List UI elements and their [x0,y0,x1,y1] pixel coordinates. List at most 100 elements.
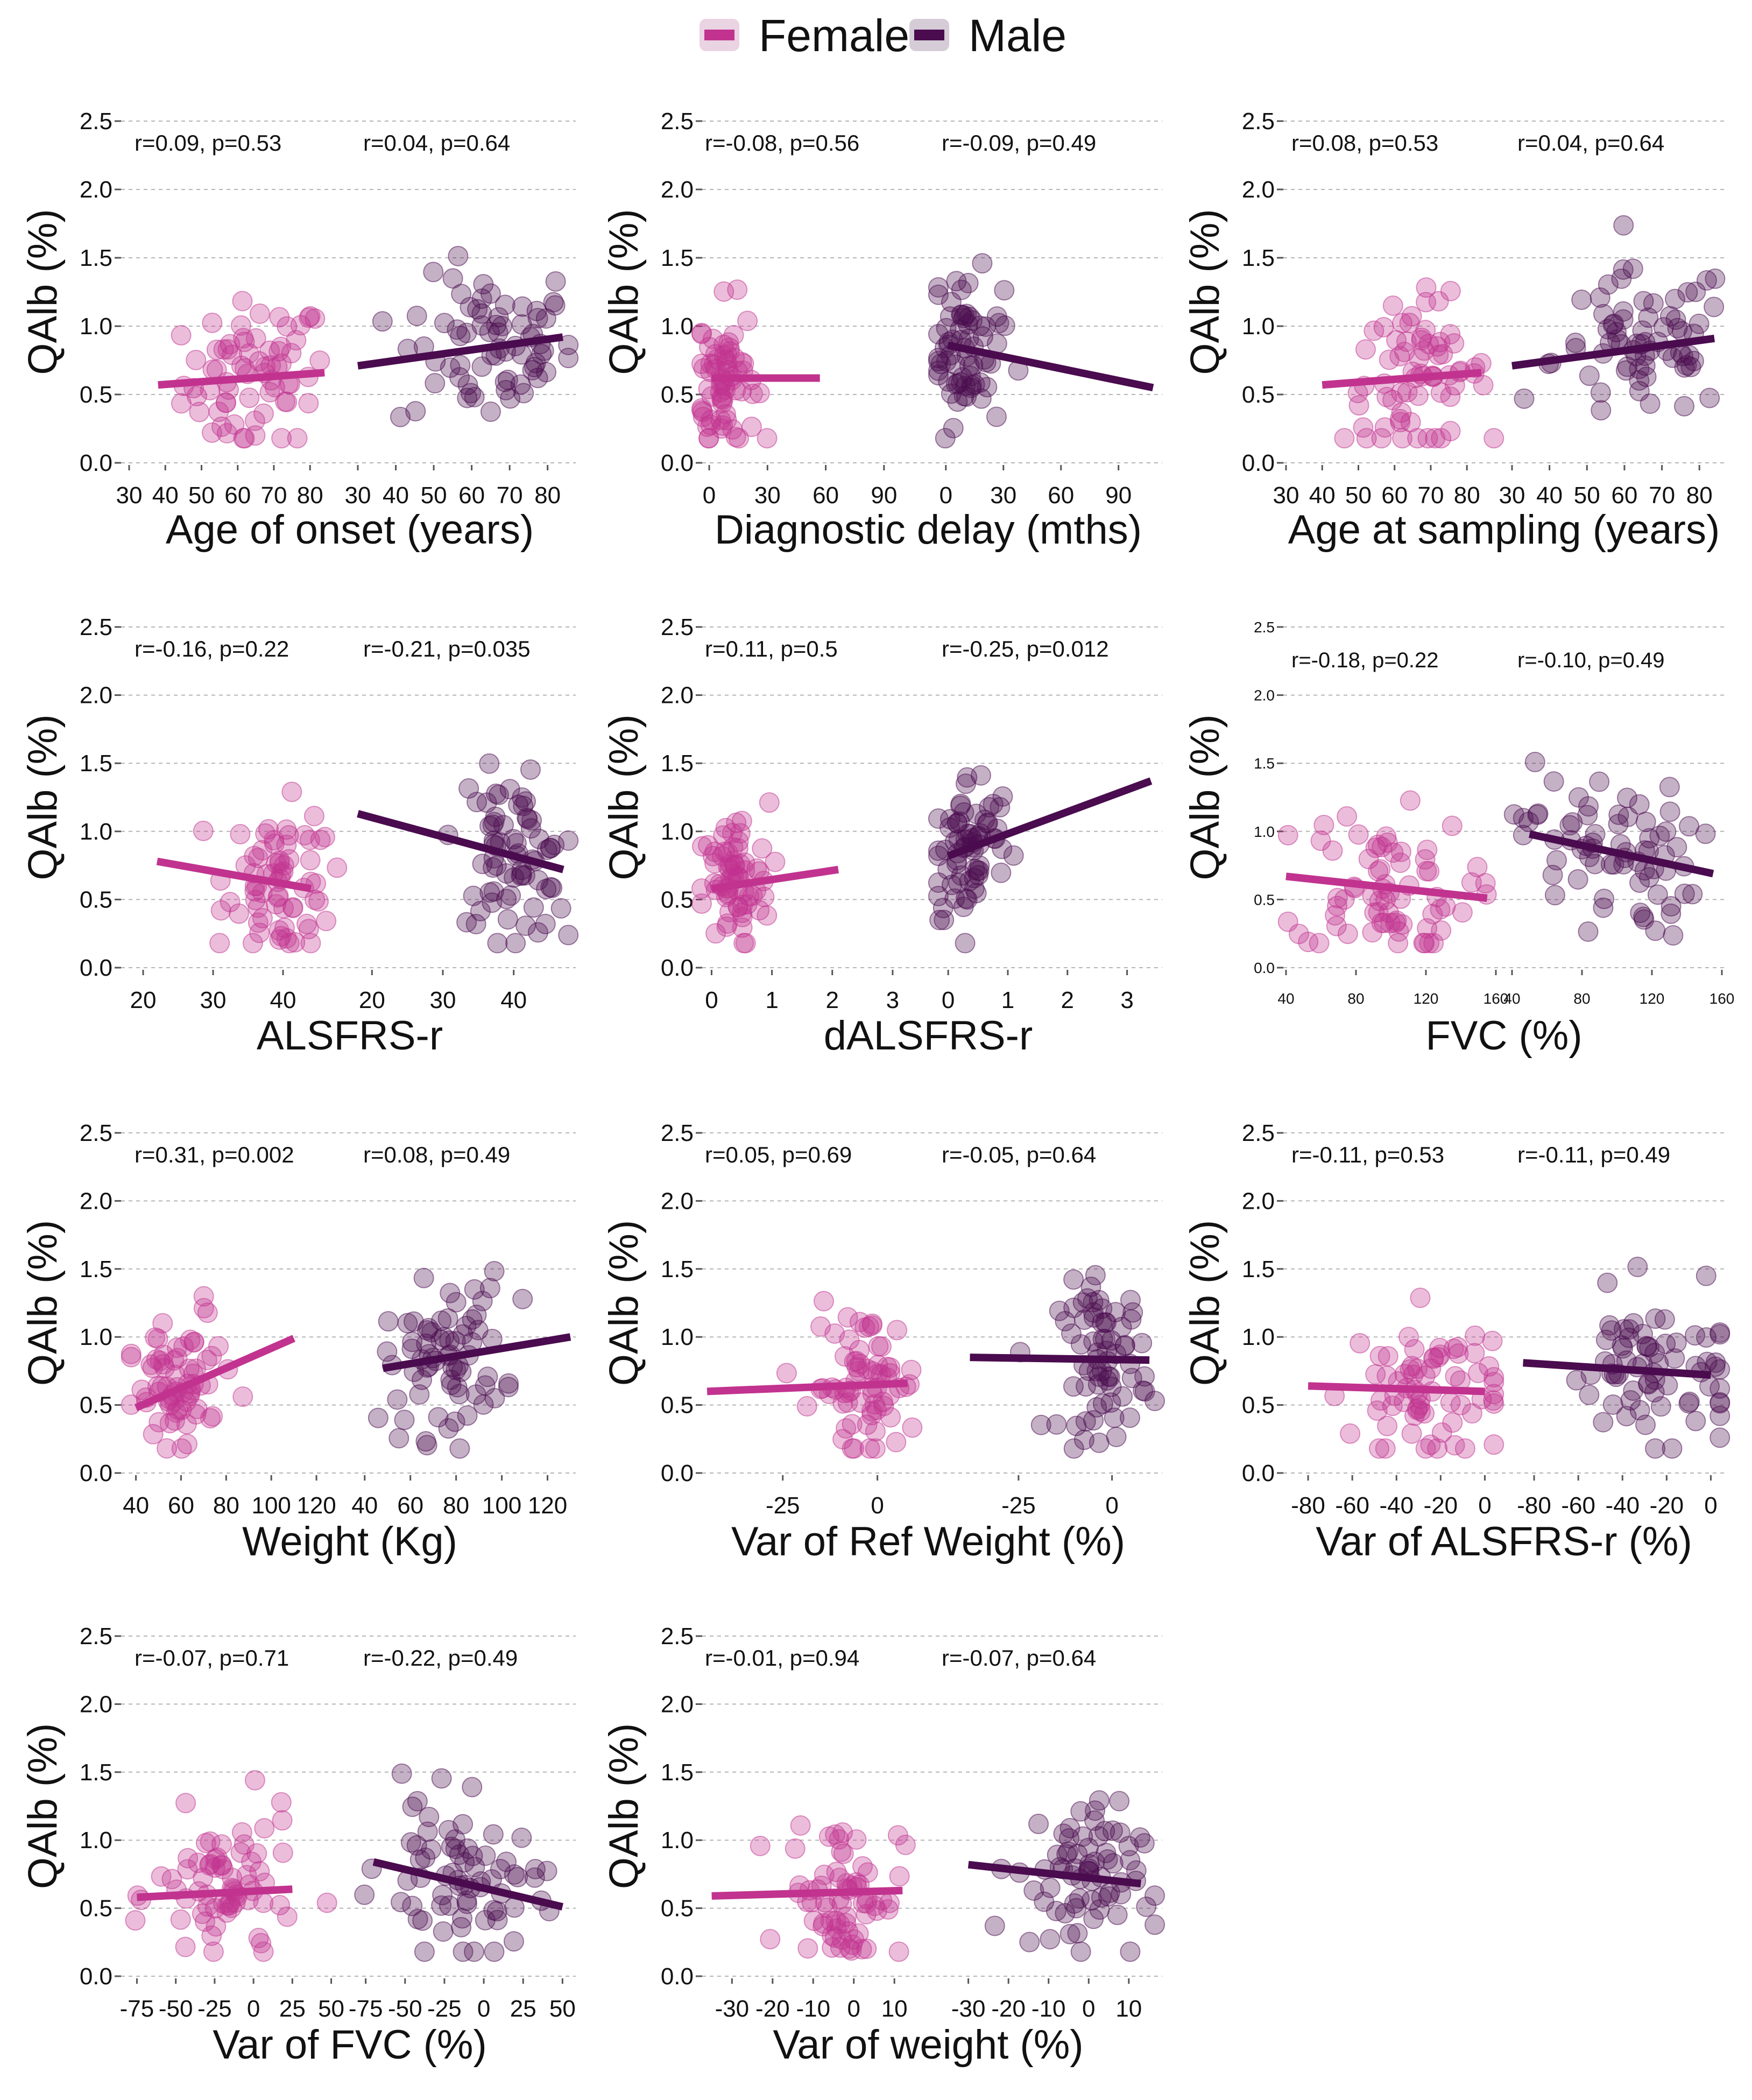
data-point [1429,1337,1450,1358]
data-point [717,913,738,934]
data-point [1102,1820,1123,1841]
x-tick-label: 30 [430,987,456,1013]
data-point [536,1861,557,1881]
data-point [484,1260,505,1281]
data-point [161,1869,182,1890]
data-point [1046,1414,1067,1435]
data-point [464,1279,485,1300]
data-point [186,349,207,370]
x-tick-label: 100 [482,1492,521,1519]
data-point [507,1866,528,1887]
data-point [415,1431,436,1452]
data-point [1444,333,1465,354]
data-point [733,353,754,374]
x-axis-label: Diagnostic delay (mths) [715,507,1142,553]
x-tick-label: 120 [1414,990,1439,1007]
data-point [1358,849,1379,870]
data-point [1696,1327,1717,1348]
data-point [1334,889,1355,910]
data-point [310,829,331,850]
data-point [449,1438,470,1459]
y-axis-label: QAlb (%) [20,1723,66,1889]
data-point [300,933,321,954]
data-point [121,1343,142,1364]
data-point [1348,395,1369,416]
data-point [1063,1376,1084,1397]
data-point [147,1328,168,1349]
x-tick-label: -25 [1001,1492,1036,1519]
data-point [228,903,249,924]
data-point [1382,390,1403,411]
data-point [397,1313,418,1334]
data-point [1364,902,1385,923]
data-point [1369,1345,1390,1366]
data-point [176,1414,197,1435]
data-point [1364,320,1384,341]
data-point [1440,1392,1461,1413]
data-point [249,1861,270,1881]
data-point [839,1938,860,1959]
x-tick-label: -30 [715,1996,750,2022]
data-point [1562,812,1583,833]
data-point [848,1923,869,1944]
data-point [202,312,223,333]
data-point [1685,1411,1706,1432]
data-point [472,1291,493,1312]
data-point [558,334,579,355]
data-point [354,1884,375,1905]
data-point [497,909,518,930]
data-point [1327,887,1348,908]
data-point [294,825,315,845]
data-point [702,845,723,866]
data-point [1114,1335,1135,1356]
data-point [1636,367,1657,387]
data-point [1665,309,1686,330]
data-point [1313,814,1334,835]
regression-line [357,333,563,370]
data-point [224,414,245,435]
data-point [1419,933,1440,954]
data-point [1677,282,1698,303]
data-point [462,1777,483,1798]
data-point [253,403,274,424]
x-tick-label: 40 [500,987,527,1013]
data-point [535,913,556,934]
data-point [494,371,515,392]
data-point [1643,293,1664,314]
x-tick-label: -40 [1379,1492,1414,1519]
data-point [929,910,950,931]
data-point [178,1848,199,1869]
x-tick-label: 25 [510,1996,536,2022]
data-point [928,840,949,861]
facet-female: r=0.08, p=0.53 30 40 50 60 70 80 [1273,130,1504,509]
x-tick-label: 80 [297,482,323,509]
data-point [523,897,544,918]
data-point [964,878,985,899]
data-point [1055,1903,1076,1924]
data-point [440,357,461,378]
y-tick-label: 1.0 [661,313,694,340]
data-point [450,355,471,376]
x-tick-label: 1 [1001,987,1014,1013]
data-point [175,1936,196,1957]
y-tick-label: 1.0 [80,313,112,340]
data-point [1440,421,1461,442]
data-point [1365,837,1386,858]
data-point [467,299,488,320]
data-point [479,882,500,903]
data-point [1400,1359,1421,1380]
data-point [1705,268,1726,289]
data-point [1593,1412,1614,1433]
x-tick-label: 160 [1483,990,1509,1007]
data-point [201,422,222,443]
data-point [479,1278,500,1299]
data-point [1089,1790,1110,1811]
correlation-annotation: r=-0.08, p=0.56 [705,130,859,156]
data-point [1368,1438,1389,1459]
data-point [1524,751,1545,772]
data-point [854,1317,875,1338]
data-point [1639,828,1660,849]
data-point [1003,845,1024,866]
data-point [1085,1800,1106,1821]
data-point [1392,313,1413,334]
